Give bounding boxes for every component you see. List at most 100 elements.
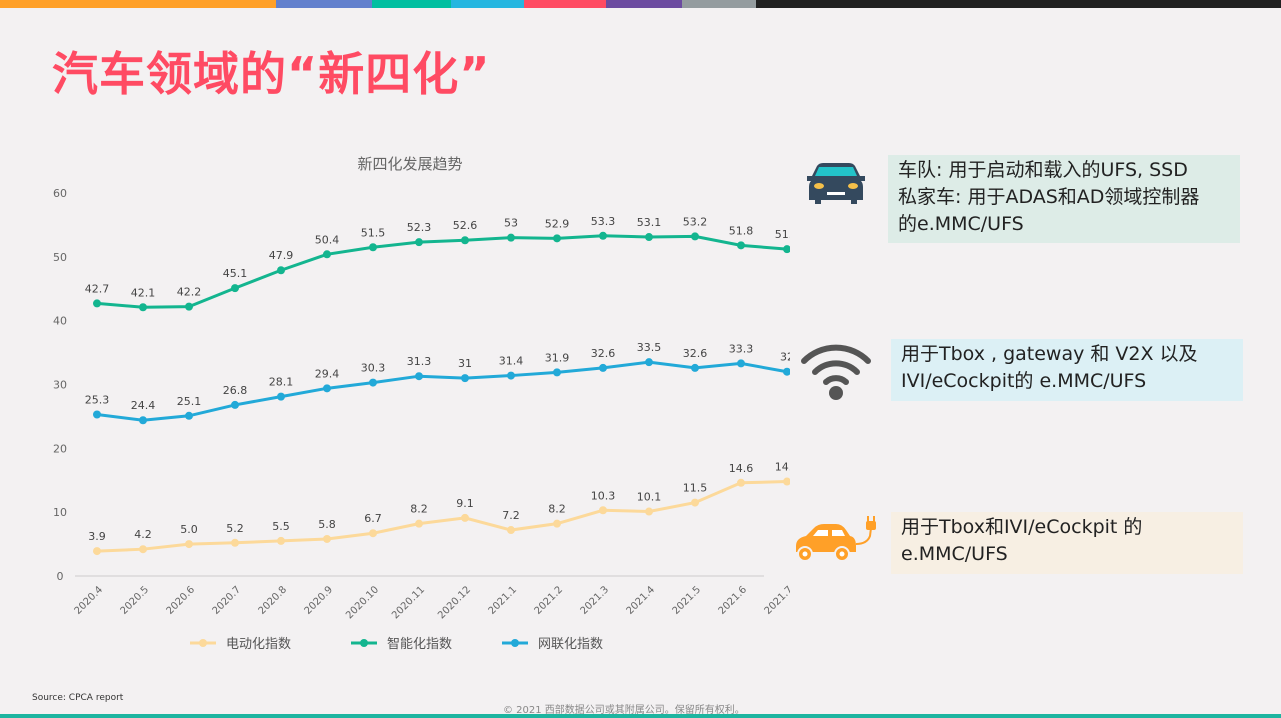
card-text-line: e.MMC/UFS	[901, 543, 1008, 565]
data-point	[185, 540, 193, 549]
data-label: 31.9	[545, 351, 570, 364]
data-point	[369, 243, 377, 252]
card-text-line: 的e.MMC/UFS	[898, 213, 1024, 235]
data-label: 47.9	[269, 249, 294, 262]
data-point	[415, 372, 423, 381]
y-tick-label: 40	[53, 315, 67, 328]
data-point	[461, 513, 469, 522]
x-tick-label: 2021.2	[533, 584, 566, 617]
data-point	[415, 238, 423, 247]
x-tick-label: 2020.11	[390, 584, 427, 621]
data-label: 26.8	[223, 384, 248, 397]
series-line	[96, 234, 788, 309]
source-note: Source: CPCA report	[32, 693, 124, 703]
copyright-note: © 2021 西部数据公司或其附属公司。保留所有权利。	[503, 705, 745, 716]
data-point	[599, 506, 607, 515]
x-tick-label: 2021.4	[625, 584, 658, 617]
x-tick-label: 2021.3	[579, 584, 612, 617]
data-label: 50.4	[315, 233, 340, 246]
data-point	[231, 400, 239, 409]
x-tick-label: 2020.10	[344, 584, 381, 621]
data-label: 11.5	[683, 482, 708, 495]
data-label: 30.3	[361, 362, 386, 375]
car-icon	[805, 162, 867, 210]
data-point	[783, 245, 790, 254]
data-point	[277, 392, 285, 401]
y-tick-label: 10	[53, 506, 67, 519]
data-label: 42.7	[85, 282, 110, 295]
data-point	[185, 302, 193, 311]
data-point	[507, 371, 515, 380]
data-label: 51.5	[361, 226, 386, 239]
x-tick-label: 2020.8	[257, 584, 290, 617]
data-point	[231, 538, 239, 547]
data-point	[323, 250, 331, 259]
data-label: 28.1	[269, 376, 294, 389]
data-label: 4.2	[134, 528, 152, 541]
data-point	[461, 236, 469, 245]
info-card: 车队: 用于启动和载入的UFS, SSD 私家车: 用于ADAS和AD领域控制器的…	[888, 155, 1240, 243]
bottom-accent-line	[0, 714, 1281, 718]
data-label: 5.0	[180, 523, 198, 536]
data-label: 3.9	[88, 530, 106, 543]
data-point	[599, 231, 607, 240]
data-point	[139, 303, 147, 312]
data-point	[461, 374, 469, 383]
x-tick-label: 2020.5	[119, 584, 152, 617]
info-card: 用于Tbox , gateway 和 V2X 以及 IVI/eCockpit的 e…	[891, 339, 1243, 401]
data-point	[231, 284, 239, 293]
x-tick-label: 2021.7	[763, 584, 790, 617]
data-point	[737, 241, 745, 250]
data-label: 8.2	[548, 503, 566, 516]
card-text-line: 用于Tbox , gateway 和 V2X 以及	[901, 343, 1198, 365]
data-point	[737, 359, 745, 368]
data-label: 32	[780, 351, 790, 364]
color-bar-segment	[606, 0, 682, 8]
x-tick-label: 2021.5	[671, 584, 704, 617]
data-label: 9.1	[456, 497, 474, 510]
data-label: 31.3	[407, 355, 432, 368]
data-label: 14.6	[729, 462, 754, 475]
data-label: 25.1	[177, 395, 202, 408]
data-label: 29.4	[315, 367, 340, 380]
data-label: 51.8	[729, 224, 754, 237]
data-point	[323, 534, 331, 543]
x-tick-label: 2020.7	[211, 584, 244, 617]
chart-title: 新四化发展趋势	[357, 155, 462, 173]
color-bar-segment	[451, 0, 524, 8]
data-label: 53	[504, 217, 518, 230]
data-point	[645, 358, 653, 367]
color-bar-segment	[276, 0, 372, 8]
x-tick-label: 2021.1	[487, 584, 520, 617]
data-point	[185, 411, 193, 420]
data-label: 8.2	[410, 503, 428, 516]
data-label: 7.2	[502, 509, 520, 522]
x-tick-label: 2020.6	[165, 584, 198, 617]
color-bar-segment	[756, 0, 1281, 8]
card-text-line: 用于Tbox和IVI/eCockpit 的	[901, 516, 1143, 538]
info-card: 用于Tbox和IVI/eCockpit 的 e.MMC/UFS	[891, 512, 1243, 574]
data-point	[415, 519, 423, 528]
data-label: 33.5	[637, 341, 662, 354]
data-label: 52.3	[407, 221, 432, 234]
data-label: 53.1	[637, 216, 662, 229]
data-label: 53.3	[591, 215, 616, 228]
data-label: 10.3	[591, 489, 616, 502]
data-label: 32.6	[591, 347, 616, 360]
data-point	[507, 526, 515, 535]
data-label: 24.4	[131, 399, 156, 412]
y-tick-label: 60	[53, 187, 67, 200]
data-label: 5.2	[226, 522, 244, 535]
x-tick-label: 2021.6	[717, 584, 750, 617]
y-tick-label: 0	[57, 570, 64, 583]
data-point	[691, 232, 699, 241]
y-tick-label: 20	[53, 442, 67, 455]
y-tick-label: 30	[53, 379, 67, 392]
series-line	[96, 360, 788, 422]
color-bar-segment	[372, 0, 451, 8]
data-point	[553, 519, 561, 528]
slide-title: 汽车领域的“新四化”	[52, 47, 491, 101]
data-point	[369, 378, 377, 387]
y-tick-label: 50	[53, 251, 67, 264]
data-label: 31.4	[499, 355, 524, 368]
